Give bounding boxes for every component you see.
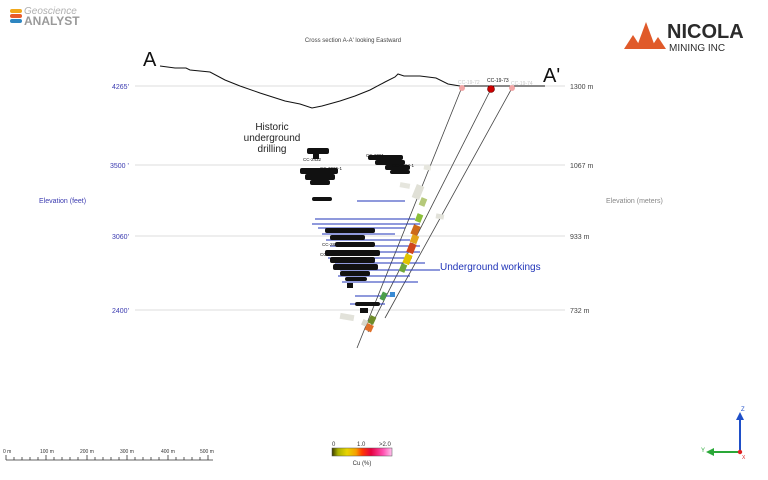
topography-profile	[159, 65, 545, 109]
y-axis-label: Y	[701, 448, 705, 454]
historic-drilling-annotation: Historic underground drilling	[244, 122, 301, 155]
y-axis-arrow-icon	[706, 448, 714, 456]
logo-top-text: Geoscience	[24, 6, 77, 17]
elevation-feet-label: 4265'	[112, 84, 129, 91]
orientation-triad: Z Y X	[701, 407, 746, 461]
x-axis-dot-icon	[737, 449, 743, 455]
drillhole-label: CC-19-73	[487, 78, 509, 84]
elevation-feet-label: 3500 '	[110, 163, 129, 170]
elevation-meter-label: 1300 m	[570, 84, 594, 91]
assay-intervals	[339, 164, 445, 333]
nicola-triangles-icon	[624, 22, 666, 49]
right-axis-title: Elevation (meters)	[606, 198, 663, 205]
collar-marker[interactable]	[487, 85, 495, 93]
collar-marker[interactable]	[509, 85, 515, 91]
legend-mid: 1.0	[357, 442, 366, 448]
legend-title: Cu (%)	[353, 461, 372, 467]
section-label-a-prime: A'	[543, 65, 560, 87]
elevation-feet-label: 3060'	[112, 234, 129, 241]
legend-max: >2.0	[379, 442, 392, 448]
collar-labels: CC-19-72 CC-19-73 CC-19-74	[458, 78, 533, 87]
scale-tick-label: 400 m	[161, 449, 175, 455]
section-label-a: A	[143, 49, 157, 71]
cu-color-legend: 0 1.0 >2.0 Cu (%)	[331, 442, 393, 467]
x-axis-label: X	[742, 455, 746, 461]
drillhole-label: CC-19-74	[511, 81, 533, 87]
drillhole-traces	[356, 86, 513, 349]
historic-drilling-upper	[300, 148, 410, 201]
logo-bottom-text: ANALYST	[24, 14, 80, 28]
elevation-meter-label: 1067 m	[570, 163, 594, 170]
logo-layers-icon	[10, 9, 22, 23]
legend-min: 0	[332, 442, 336, 448]
geoscience-analyst-logo: Geoscience ANALYST	[10, 6, 80, 28]
scale-tick-label: 300 m	[120, 449, 134, 455]
elevation-meter-labels: 1300 m 1067 m 933 m 732 m	[570, 84, 594, 315]
scale-tick-label: 0 m	[3, 449, 11, 455]
drillhole-label: CC-19-72	[458, 80, 480, 86]
elevation-meter-label: 732 m	[570, 308, 590, 315]
collar-marker[interactable]	[459, 85, 465, 91]
section-title: Cross section A-A' looking Eastward	[305, 38, 401, 44]
scale-bar-labels: 0 m 100 m 200 m 300 m 400 m 500 m	[3, 449, 214, 455]
scale-tick-label: 200 m	[80, 449, 94, 455]
z-axis-arrow-icon	[736, 412, 744, 420]
company-name: NICOLA	[667, 21, 744, 43]
scale-tick-label: 500 m	[200, 449, 214, 455]
drillhole-label: CC-3084-1	[392, 163, 415, 168]
collar-markers	[459, 85, 515, 93]
nicola-mining-logo: NICOLA MINING INC	[624, 21, 744, 54]
scale-tick-label: 100 m	[40, 449, 54, 455]
z-axis-label: Z	[741, 407, 745, 413]
annotation-line: Historic	[255, 122, 288, 133]
annotation-line: drilling	[258, 144, 287, 155]
legend-color-ramp	[331, 447, 393, 457]
company-subname: MINING INC	[669, 43, 725, 54]
elevation-meter-label: 933 m	[570, 234, 590, 241]
annotation-line: underground	[244, 133, 301, 144]
drillhole-label: CC-2081	[366, 153, 385, 158]
underground-workings-annotation: Underground workings	[440, 262, 541, 273]
historic-drilling-lower	[325, 228, 380, 313]
drillhole-label: CC-2881-1	[322, 242, 345, 247]
scale-bar	[5, 455, 213, 461]
drillhole-label: CC-2432	[303, 157, 322, 162]
left-axis-title: Elevation (feet)	[39, 198, 86, 205]
elevation-feet-label: 2400'	[112, 308, 129, 315]
drillhole-label: CC-3026-1	[320, 166, 343, 171]
elevation-feet-labels: 4265' 3500 ' 3060' 2400'	[110, 84, 129, 315]
